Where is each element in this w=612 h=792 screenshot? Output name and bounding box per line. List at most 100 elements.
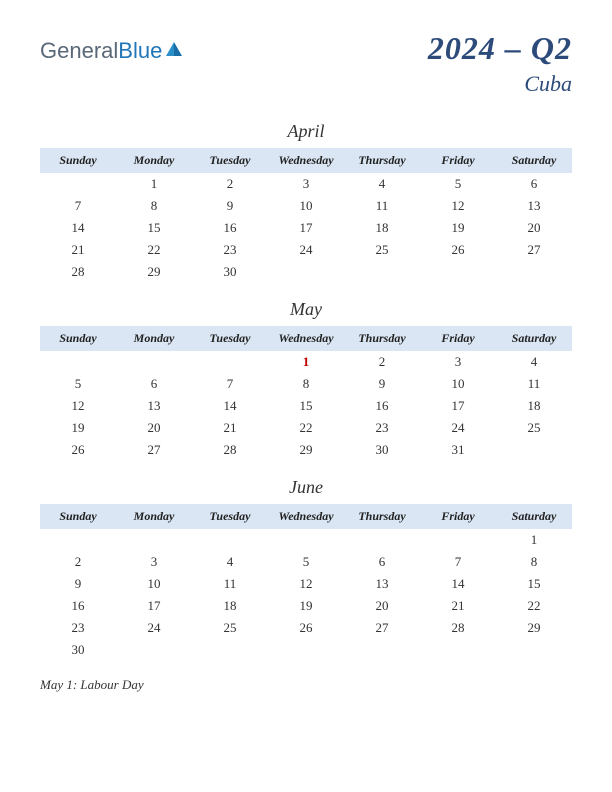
calendar-cell: 16 xyxy=(40,595,116,617)
calendar-cell: 8 xyxy=(268,373,344,395)
calendar-cell: 2 xyxy=(344,351,420,373)
holiday-notes: May 1: Labour Day xyxy=(40,677,572,693)
month-block: AprilSundayMondayTuesdayWednesdayThursda… xyxy=(40,121,572,283)
calendar-cell: 4 xyxy=(192,551,268,573)
day-header: Tuesday xyxy=(192,148,268,173)
calendar-cell: 24 xyxy=(420,417,496,439)
day-header: Saturday xyxy=(496,148,572,173)
day-header: Monday xyxy=(116,326,192,351)
calendar-cell xyxy=(192,351,268,373)
day-header: Tuesday xyxy=(192,504,268,529)
calendar-cell: 31 xyxy=(420,439,496,461)
calendar-cell: 6 xyxy=(496,173,572,195)
calendar-cell: 25 xyxy=(344,239,420,261)
year-quarter: 2024 – Q2 xyxy=(428,30,572,67)
calendar-cell: 27 xyxy=(496,239,572,261)
calendar-cell: 6 xyxy=(344,551,420,573)
calendar-cell: 19 xyxy=(268,595,344,617)
calendar-cell: 8 xyxy=(496,551,572,573)
calendar-cell: 15 xyxy=(496,573,572,595)
day-header: Wednesday xyxy=(268,148,344,173)
calendar-cell: 29 xyxy=(116,261,192,283)
calendar-cell: 28 xyxy=(192,439,268,461)
month-name: May xyxy=(40,299,572,320)
calendar-cell xyxy=(192,639,268,661)
calendar-cell: 20 xyxy=(496,217,572,239)
calendar-cell: 21 xyxy=(420,595,496,617)
calendar-cell xyxy=(268,261,344,283)
calendar-row: 1234 xyxy=(40,351,572,373)
calendar-cell: 1 xyxy=(268,351,344,373)
calendar-cell: 3 xyxy=(116,551,192,573)
calendar-cell: 10 xyxy=(420,373,496,395)
month-name: June xyxy=(40,477,572,498)
calendar-cell: 13 xyxy=(344,573,420,595)
calendar-cell: 7 xyxy=(40,195,116,217)
calendar-cell xyxy=(192,529,268,551)
calendar-cell: 5 xyxy=(420,173,496,195)
calendar-cell: 1 xyxy=(116,173,192,195)
logo: GeneralBlue xyxy=(40,38,184,64)
calendar-cell: 3 xyxy=(420,351,496,373)
day-header: Wednesday xyxy=(268,504,344,529)
country: Cuba xyxy=(428,71,572,97)
calendar-row: 282930 xyxy=(40,261,572,283)
calendar-cell: 8 xyxy=(116,195,192,217)
calendar-cell xyxy=(344,529,420,551)
calendar-cell: 30 xyxy=(40,639,116,661)
calendar-cell: 6 xyxy=(116,373,192,395)
calendar-cell xyxy=(116,529,192,551)
calendar-cell: 23 xyxy=(40,617,116,639)
calendar-cell: 23 xyxy=(192,239,268,261)
calendar-cell xyxy=(496,439,572,461)
logo-text-blue: Blue xyxy=(118,38,162,64)
calendar-cell: 7 xyxy=(192,373,268,395)
title-block: 2024 – Q2 Cuba xyxy=(428,30,572,97)
calendar-cell: 22 xyxy=(496,595,572,617)
months-container: AprilSundayMondayTuesdayWednesdayThursda… xyxy=(40,121,572,661)
day-header: Sunday xyxy=(40,148,116,173)
calendar-row: 78910111213 xyxy=(40,195,572,217)
calendar-cell xyxy=(40,351,116,373)
day-header: Saturday xyxy=(496,504,572,529)
calendar-cell xyxy=(496,261,572,283)
day-header: Sunday xyxy=(40,504,116,529)
calendar-cell: 14 xyxy=(420,573,496,595)
calendar-cell: 26 xyxy=(268,617,344,639)
calendar-cell xyxy=(116,351,192,373)
calendar-cell: 20 xyxy=(344,595,420,617)
month-name: April xyxy=(40,121,572,142)
calendar-cell: 27 xyxy=(344,617,420,639)
calendar-cell: 13 xyxy=(496,195,572,217)
calendar-cell: 22 xyxy=(268,417,344,439)
calendar-cell xyxy=(116,639,192,661)
calendar-cell: 14 xyxy=(40,217,116,239)
day-header: Thursday xyxy=(344,148,420,173)
calendar-cell: 2 xyxy=(40,551,116,573)
calendar-row: 23242526272829 xyxy=(40,617,572,639)
calendar-cell: 17 xyxy=(268,217,344,239)
calendar-cell: 24 xyxy=(116,617,192,639)
day-header: Thursday xyxy=(344,326,420,351)
day-header: Sunday xyxy=(40,326,116,351)
calendar-cell: 13 xyxy=(116,395,192,417)
calendar-cell: 22 xyxy=(116,239,192,261)
calendar-cell xyxy=(496,639,572,661)
calendar-cell: 7 xyxy=(420,551,496,573)
calendar-cell xyxy=(344,639,420,661)
month-block: June SundayMondayTuesdayWednesdayThursday… xyxy=(40,477,572,661)
calendar-cell: 30 xyxy=(344,439,420,461)
calendar-cell: 4 xyxy=(496,351,572,373)
calendar-cell: 11 xyxy=(344,195,420,217)
calendar-cell xyxy=(40,529,116,551)
calendar-cell: 28 xyxy=(420,617,496,639)
calendar-cell: 23 xyxy=(344,417,420,439)
calendar-cell: 14 xyxy=(192,395,268,417)
calendar-cell: 11 xyxy=(192,573,268,595)
day-header: Friday xyxy=(420,504,496,529)
logo-text-general: General xyxy=(40,38,118,64)
calendar-row: 12131415161718 xyxy=(40,395,572,417)
calendar-table: SundayMondayTuesdayWednesdayThursdayFrid… xyxy=(40,504,572,661)
calendar-cell: 21 xyxy=(192,417,268,439)
calendar-cell: 26 xyxy=(40,439,116,461)
